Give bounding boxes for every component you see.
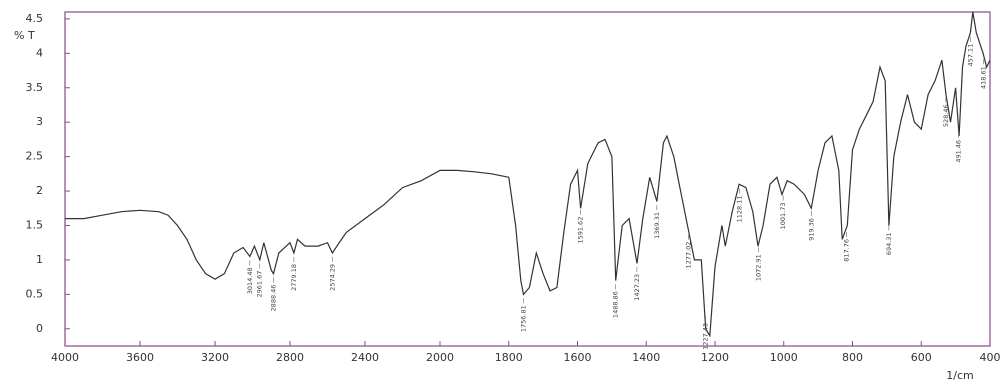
x-axis-label: 1/cm <box>946 369 973 382</box>
x-tick-label: 1400 <box>632 351 660 364</box>
x-tick-label: 2800 <box>276 351 304 364</box>
peak-label: 457.11 <box>966 44 974 67</box>
peak-label: 1369.31 <box>653 212 661 239</box>
x-tick-label: 3600 <box>126 351 154 364</box>
peak-label: 1488.86 <box>612 291 620 318</box>
y-tick-label: 1.5 <box>26 218 44 231</box>
x-tick-label: 1800 <box>495 351 523 364</box>
y-tick-label: 2 <box>36 184 43 197</box>
y-tick-label: 4.5 <box>26 12 44 25</box>
x-tick-label: 2000 <box>426 351 454 364</box>
y-axis-label: % T <box>14 29 35 42</box>
peak-label: 2779.18 <box>290 264 298 291</box>
peak-label: 1227.43 <box>702 323 710 350</box>
peak-label: 1277.02 <box>685 242 693 269</box>
peak-label: 1427.23 <box>633 274 641 301</box>
peak-label: 817.76 <box>842 239 850 262</box>
x-tick-label: 400 <box>980 351 1000 364</box>
peak-label: 2961.67 <box>256 271 264 298</box>
x-tick-label: 1600 <box>564 351 592 364</box>
peak-label: 694.31 <box>885 232 893 255</box>
x-tick-label: 1000 <box>770 351 798 364</box>
plot-frame <box>64 11 991 347</box>
peak-label: 528.46 <box>942 104 950 127</box>
peak-label: 2574.29 <box>328 264 336 291</box>
x-tick-label: 800 <box>842 351 863 364</box>
peak-label: 1128.11 <box>736 195 744 222</box>
y-tick-label: 0.5 <box>26 287 44 300</box>
x-tick-label: 3200 <box>201 351 229 364</box>
y-tick-label: 3.5 <box>26 81 44 94</box>
spectrum-line <box>65 11 991 338</box>
peak-label: 2888.46 <box>269 285 277 312</box>
y-tick-label: 4 <box>36 46 43 59</box>
peak-label: 491.46 <box>955 140 963 163</box>
peak-label: 418.61 <box>980 66 988 89</box>
y-tick-label: 2.5 <box>26 150 44 163</box>
x-tick-label: 4000 <box>51 351 79 364</box>
peak-label: 1591.62 <box>576 217 584 244</box>
peak-label: 1001.73 <box>779 202 787 229</box>
x-tick-label: 600 <box>911 351 932 364</box>
peak-label: 919.36 <box>807 218 815 241</box>
peak-label: 1072.91 <box>755 254 763 281</box>
y-tick-label: 1 <box>36 253 43 266</box>
peak-label: 1756.81 <box>520 305 528 332</box>
y-tick-label: 3 <box>36 115 43 128</box>
y-tick-label: 0 <box>36 322 43 335</box>
peak-label: 3014.48 <box>246 267 254 294</box>
x-tick-label: 2400 <box>351 351 379 364</box>
x-tick-label: 1200 <box>701 351 729 364</box>
